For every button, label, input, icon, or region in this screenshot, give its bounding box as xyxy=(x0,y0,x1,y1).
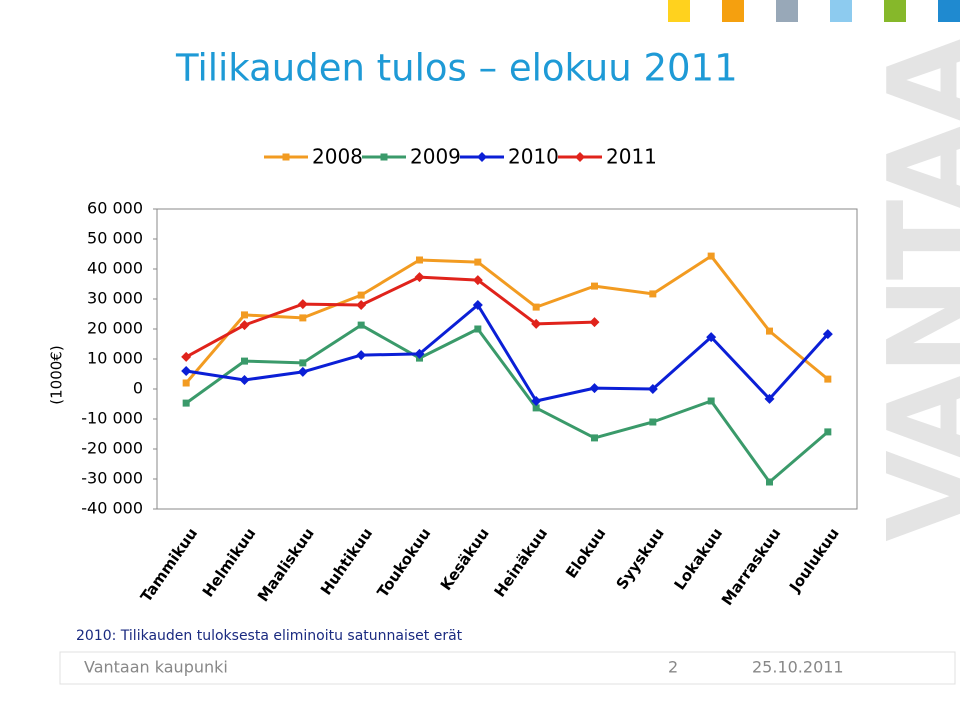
marker xyxy=(766,327,773,335)
y-tick-label: 10 000 xyxy=(87,349,143,368)
marker xyxy=(241,357,248,365)
legend-marker xyxy=(282,153,290,161)
series-line xyxy=(185,323,829,484)
marker xyxy=(474,258,482,266)
marker xyxy=(766,478,773,486)
marker xyxy=(472,275,483,286)
marker xyxy=(181,366,192,376)
footer-org: Vantaan kaupunki xyxy=(84,658,228,677)
legend-marker xyxy=(477,152,487,162)
marker xyxy=(239,320,250,331)
y-tick-label: 0 xyxy=(133,379,143,398)
x-tick-label: Marraskuu xyxy=(718,525,785,609)
plot-frame xyxy=(156,208,858,510)
y-tick-label: 50 000 xyxy=(87,229,143,248)
marker xyxy=(357,291,365,299)
marker xyxy=(297,366,308,377)
legend-marker xyxy=(575,152,585,162)
marker xyxy=(531,318,542,329)
y-tick-label: -40 000 xyxy=(81,499,143,518)
x-tick-label: Huhtikuu xyxy=(317,525,376,599)
x-tick-label: Heinäkuu xyxy=(490,525,551,601)
x-tick-label: Joulukuu xyxy=(785,525,843,597)
marker xyxy=(647,384,658,394)
y-tick-label: -10 000 xyxy=(81,409,143,428)
x-tick-label: Maaliskuu xyxy=(254,525,318,606)
marker xyxy=(649,290,657,298)
watermark: VANTAA xyxy=(862,35,960,542)
legend-label: 2011 xyxy=(606,145,657,169)
marker xyxy=(822,329,833,340)
marker xyxy=(299,314,307,322)
marker xyxy=(357,321,365,329)
legend-label: 2008 xyxy=(312,145,363,169)
marker xyxy=(356,300,367,310)
marker xyxy=(356,350,367,361)
marker xyxy=(591,434,598,442)
legend-marker xyxy=(380,153,388,161)
y-tick-label: 20 000 xyxy=(87,319,143,338)
slide-title: Tilikauden tulos – elokuu 2011 xyxy=(175,47,738,90)
marker xyxy=(532,303,540,311)
marker xyxy=(182,399,190,407)
x-tick-label: Helmikuu xyxy=(199,525,260,601)
x-tick-label: Lokakuu xyxy=(670,525,726,594)
footer-box xyxy=(59,651,956,685)
marker xyxy=(474,325,482,333)
marker xyxy=(414,272,425,283)
marker xyxy=(649,418,657,426)
marker xyxy=(824,428,832,436)
legend-label: 2010 xyxy=(508,145,559,169)
series-line xyxy=(185,254,829,384)
marker xyxy=(241,311,248,319)
marker xyxy=(707,397,715,405)
y-tick-label: -20 000 xyxy=(81,439,143,458)
marker xyxy=(239,375,250,385)
marker xyxy=(416,256,423,264)
marker xyxy=(531,396,542,406)
y-tick-label: 30 000 xyxy=(87,289,143,308)
legend-label: 2009 xyxy=(410,145,461,169)
x-tick-label: Toukokuu xyxy=(374,525,435,601)
footer-date: 25.10.2011 xyxy=(752,658,844,677)
note: 2010: Tilikauden tuloksesta eliminoitu s… xyxy=(76,628,463,644)
y-tick-label: 60 000 xyxy=(87,199,143,218)
marker xyxy=(299,359,307,367)
y-tick-label: 40 000 xyxy=(87,259,143,278)
x-tick-label: Elokuu xyxy=(562,525,609,582)
marker xyxy=(706,332,717,343)
marker xyxy=(591,282,598,290)
brand-squares xyxy=(668,0,960,22)
marker xyxy=(472,300,483,310)
x-tick-label: Syyskuu xyxy=(613,525,668,593)
marker xyxy=(589,317,600,328)
series-line xyxy=(185,303,829,403)
marker xyxy=(297,299,308,310)
marker xyxy=(707,252,715,260)
footer-page: 2 xyxy=(668,658,678,677)
marker xyxy=(764,393,775,404)
y-tick-label: -30 000 xyxy=(81,469,143,488)
y-axis-label: (1000€) xyxy=(48,345,66,404)
marker xyxy=(589,383,600,394)
marker xyxy=(532,404,540,412)
x-tick-label: Tammikuu xyxy=(137,525,201,606)
marker xyxy=(182,379,190,387)
x-tick-label: Kesäkuu xyxy=(437,525,493,594)
marker xyxy=(414,348,425,359)
marker xyxy=(181,351,192,362)
marker xyxy=(824,375,832,383)
series-line xyxy=(185,275,595,359)
